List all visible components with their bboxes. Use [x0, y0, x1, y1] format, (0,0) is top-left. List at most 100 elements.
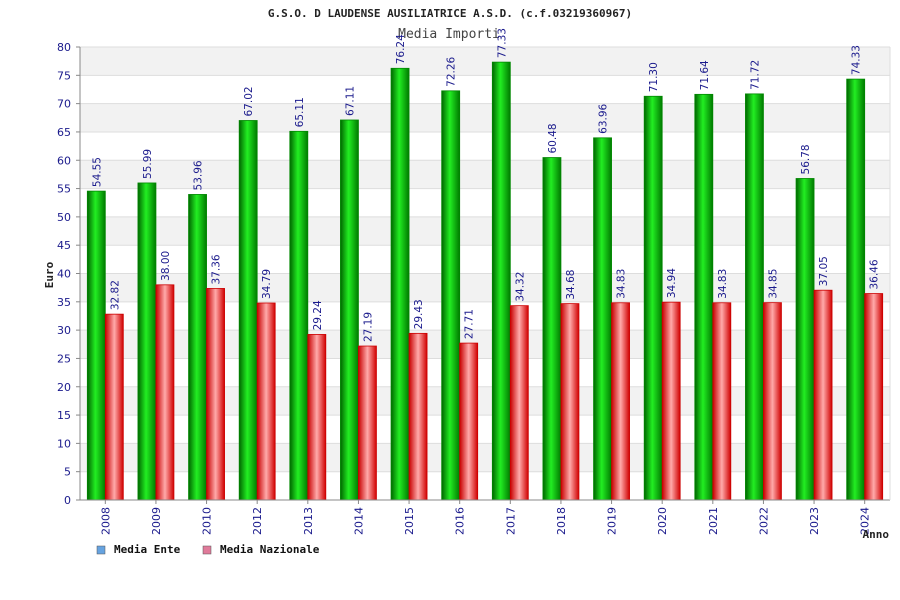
- bar-media-nazionale-2010: [206, 288, 225, 501]
- bar-media-ente-2015: [390, 67, 410, 501]
- y-tick-label: 15: [57, 409, 71, 422]
- y-tick-label: 35: [57, 296, 71, 309]
- y-tick-label: 65: [57, 126, 71, 139]
- bar-value-label: 77.33: [496, 28, 508, 58]
- bar-media-ente-2009: [137, 182, 157, 501]
- bar-value-label: 34.83: [717, 269, 729, 299]
- bar-media-ente-2023: [795, 178, 815, 501]
- y-tick-label: 55: [57, 183, 71, 196]
- y-axis: 0 5 10 15 20 25 30 35 40 45 50 55 60 65 70 75 80: [57, 41, 81, 507]
- bar-value-label: 34.32: [514, 272, 526, 302]
- legend-label-media-ente: Media Ente: [114, 543, 181, 556]
- x-tick-label: 2024: [859, 507, 872, 535]
- x-tick-label: 2018: [555, 507, 568, 535]
- bar-media-ente-2021: [694, 93, 714, 501]
- bar-media-ente-2013: [289, 130, 309, 501]
- bar-media-ente-2012: [238, 120, 258, 501]
- y-tick-label: 5: [64, 466, 71, 479]
- x-tick-label: 2012: [251, 507, 264, 535]
- bar-media-ente-2022: [745, 93, 764, 501]
- y-tick-label: 80: [57, 41, 71, 54]
- x-axis-label: Anno: [863, 528, 890, 541]
- x-tick-label: 2008: [99, 507, 112, 535]
- bar-media-ente-2016: [441, 90, 461, 501]
- bar-media-nazionale-2021: [712, 302, 732, 501]
- legend-swatch-media-nazionale: [202, 545, 212, 555]
- y-tick-label: 20: [57, 381, 71, 394]
- y-axis-label: Euro: [43, 261, 56, 288]
- bar-value-label: 63.96: [598, 103, 610, 133]
- bar-media-ente-2017: [491, 61, 511, 501]
- bar-value-label: 29.24: [312, 300, 324, 330]
- bar-media-nazionale-2017: [509, 305, 529, 501]
- grid-band: [80, 47, 890, 76]
- legend-swatch-media-ente: [96, 545, 106, 555]
- bar-media-ente-2024: [846, 78, 866, 501]
- bar-value-label: 54.55: [91, 157, 103, 187]
- bar-media-nazionale-2022: [763, 302, 782, 501]
- y-tick-label: 70: [57, 98, 71, 111]
- y-tick-label: 40: [57, 268, 71, 281]
- x-tick-label: 2013: [302, 507, 315, 535]
- y-tick-label: 45: [57, 239, 71, 252]
- x-tick-label: 2019: [606, 507, 619, 535]
- bar-value-label: 53.96: [193, 160, 205, 190]
- bar-value-label: 60.48: [547, 123, 559, 153]
- y-tick-label: 50: [57, 211, 71, 224]
- bar-media-nazionale-2009: [155, 284, 175, 501]
- x-axis: 2008 2009 2010 2012 2013 2014 2015 2016 2017 2018…: [80, 47, 891, 535]
- bar-media-ente-2020: [643, 95, 663, 501]
- bar-value-label: 32.82: [109, 280, 121, 310]
- bar-value-label: 34.85: [767, 269, 779, 299]
- bar-value-label: 36.46: [869, 259, 881, 289]
- y-tick-label: 25: [57, 352, 71, 365]
- bar-media-nazionale-2019: [611, 302, 630, 501]
- y-tick-label: 60: [57, 154, 71, 167]
- bar-value-label: 71.30: [648, 62, 660, 92]
- y-tick-label: 0: [64, 494, 71, 507]
- bar-media-ente-2008: [86, 190, 106, 501]
- bar-value-label: 27.19: [362, 312, 374, 342]
- bar-value-label: 34.94: [666, 268, 678, 298]
- x-tick-label: 2020: [656, 507, 669, 535]
- bar-value-label: 67.02: [243, 86, 255, 116]
- y-tick-label: 30: [57, 324, 71, 337]
- bar-media-nazionale-2020: [661, 301, 681, 501]
- bar-media-ente-2010: [188, 194, 207, 501]
- y-tick-label: 10: [57, 437, 71, 450]
- bar-value-label: 71.64: [699, 60, 711, 90]
- chart-subtitle: Media Importi: [398, 27, 500, 42]
- bar-value-label: 27.71: [464, 309, 476, 339]
- x-tick-label: 2010: [201, 507, 214, 535]
- bar-value-label: 55.99: [142, 149, 154, 179]
- x-tick-label: 2021: [707, 507, 720, 535]
- x-tick-label: 2015: [403, 507, 416, 535]
- legend: Media Ente Media Nazionale: [96, 543, 320, 556]
- bar-media-nazionale-2015: [408, 332, 428, 501]
- bar-value-label: 65.11: [294, 97, 306, 127]
- bars: [86, 61, 884, 501]
- bar-media-nazionale-2014: [358, 345, 377, 501]
- x-tick-label: 2017: [504, 507, 517, 535]
- bar-media-ente-2018: [542, 157, 562, 501]
- bar-value-label: 74.33: [851, 45, 863, 75]
- bar-value-label: 56.78: [800, 144, 812, 174]
- bar-media-nazionale-2012: [256, 302, 276, 501]
- bar-value-label: 37.05: [818, 256, 830, 286]
- bar-media-nazionale-2013: [307, 334, 327, 501]
- bar-value-label: 72.26: [446, 56, 458, 86]
- bar-value-label: 71.72: [749, 60, 761, 90]
- bar-media-nazionale-2024: [864, 293, 884, 501]
- bar-media-ente-2014: [340, 119, 359, 501]
- x-tick-label: 2023: [808, 507, 821, 535]
- bar-value-label: 34.83: [616, 269, 628, 299]
- bar-media-nazionale-2023: [813, 289, 833, 501]
- y-tick-label: 75: [57, 69, 71, 82]
- bar-media-nazionale-2018: [560, 303, 580, 501]
- bar-value-label: 67.11: [344, 86, 356, 116]
- bar-media-nazionale-2016: [459, 342, 479, 501]
- bar-value-label: 38.00: [160, 251, 172, 281]
- grid-band: [80, 103, 890, 132]
- bar-value-label: 34.79: [261, 269, 273, 299]
